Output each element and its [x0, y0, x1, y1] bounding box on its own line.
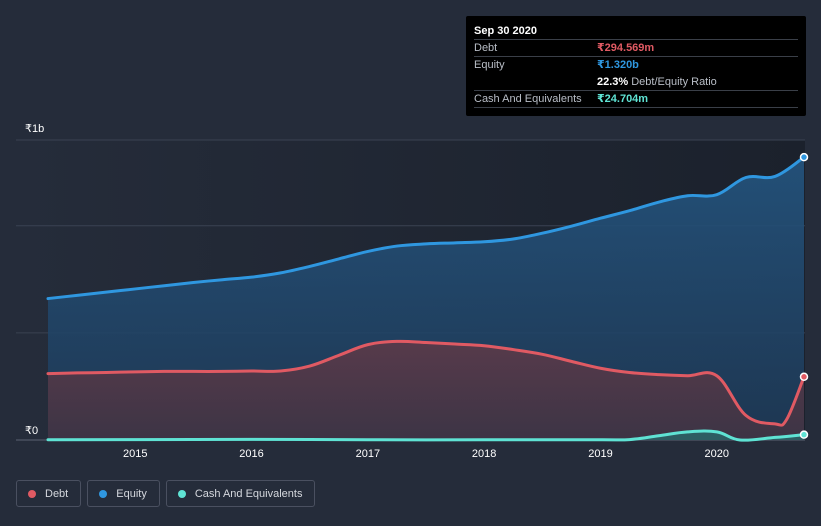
equity-dot-icon: [99, 489, 108, 498]
x-tick-label: 2017: [356, 448, 380, 460]
legend-debt-label: Debt: [45, 487, 69, 500]
legend-cash-label: Cash And Equivalents: [194, 487, 303, 500]
x-tick-label: 2015: [123, 448, 147, 460]
tooltip-ratio-label: Debt/Equity Ratio: [631, 76, 717, 88]
debt-area: [48, 341, 804, 440]
tooltip-equity-row: Equity ₹1.320b: [474, 57, 798, 74]
cash-line: [46, 429, 806, 442]
tooltip-cash-row: Cash And Equivalents ₹24.704m: [474, 91, 798, 108]
legend-item-debt[interactable]: Debt: [16, 480, 82, 507]
legend-item-equity[interactable]: Equity: [87, 480, 160, 507]
equity-endpoint[interactable]: [799, 152, 809, 162]
tooltip-debt-row: Debt ₹294.569m: [474, 40, 798, 57]
tooltip-debt-label: Debt: [474, 42, 498, 54]
legend-item-cash[interactable]: Cash And Equivalents: [165, 480, 316, 507]
equity-line: [46, 155, 806, 301]
debt-dot-icon: [28, 489, 36, 498]
x-tick-label: 2019: [588, 448, 612, 460]
x-tick-label: 2016: [239, 448, 263, 460]
y-axis-labels: ₹0 ₹1b: [25, 123, 44, 437]
tooltip-cash-label: Cash And Equivalents: [474, 93, 582, 105]
cash-dot-icon: [177, 489, 186, 498]
tooltip-cash-value: ₹24.704m: [597, 93, 649, 105]
tooltip-panel: Sep 30 2020 Debt ₹294.569m Equity ₹1.320…: [466, 16, 806, 116]
series-endpoints: [799, 152, 809, 439]
cash-area: [48, 431, 804, 441]
legend-equity-label: Equity: [116, 487, 147, 500]
debt-line: [46, 339, 806, 427]
tooltip-ratio-value: 22.3%: [597, 76, 629, 88]
series-lines: [46, 155, 806, 442]
tooltip-equity-label: Equity: [474, 59, 505, 71]
debt-endpoint[interactable]: [799, 372, 809, 382]
x-tick-label: 2018: [472, 448, 496, 460]
y-tick-label: ₹1b: [25, 123, 44, 135]
x-axis-labels: 2015 2016 2017 2018 2019 2020: [123, 448, 729, 460]
tooltip-debt-value: ₹294.569m: [597, 42, 655, 54]
tooltip-equity-value: ₹1.320b: [597, 59, 639, 71]
tooltip-date: Sep 30 2020: [474, 24, 798, 40]
x-tick-label: 2020: [705, 448, 729, 460]
chart-legend: Debt Equity Cash And Equivalents: [16, 480, 316, 507]
tooltip-ratio-row: 22.3% Debt/Equity Ratio: [474, 74, 798, 91]
y-tick-label: ₹0: [25, 425, 38, 437]
cash-endpoint[interactable]: [799, 430, 809, 439]
